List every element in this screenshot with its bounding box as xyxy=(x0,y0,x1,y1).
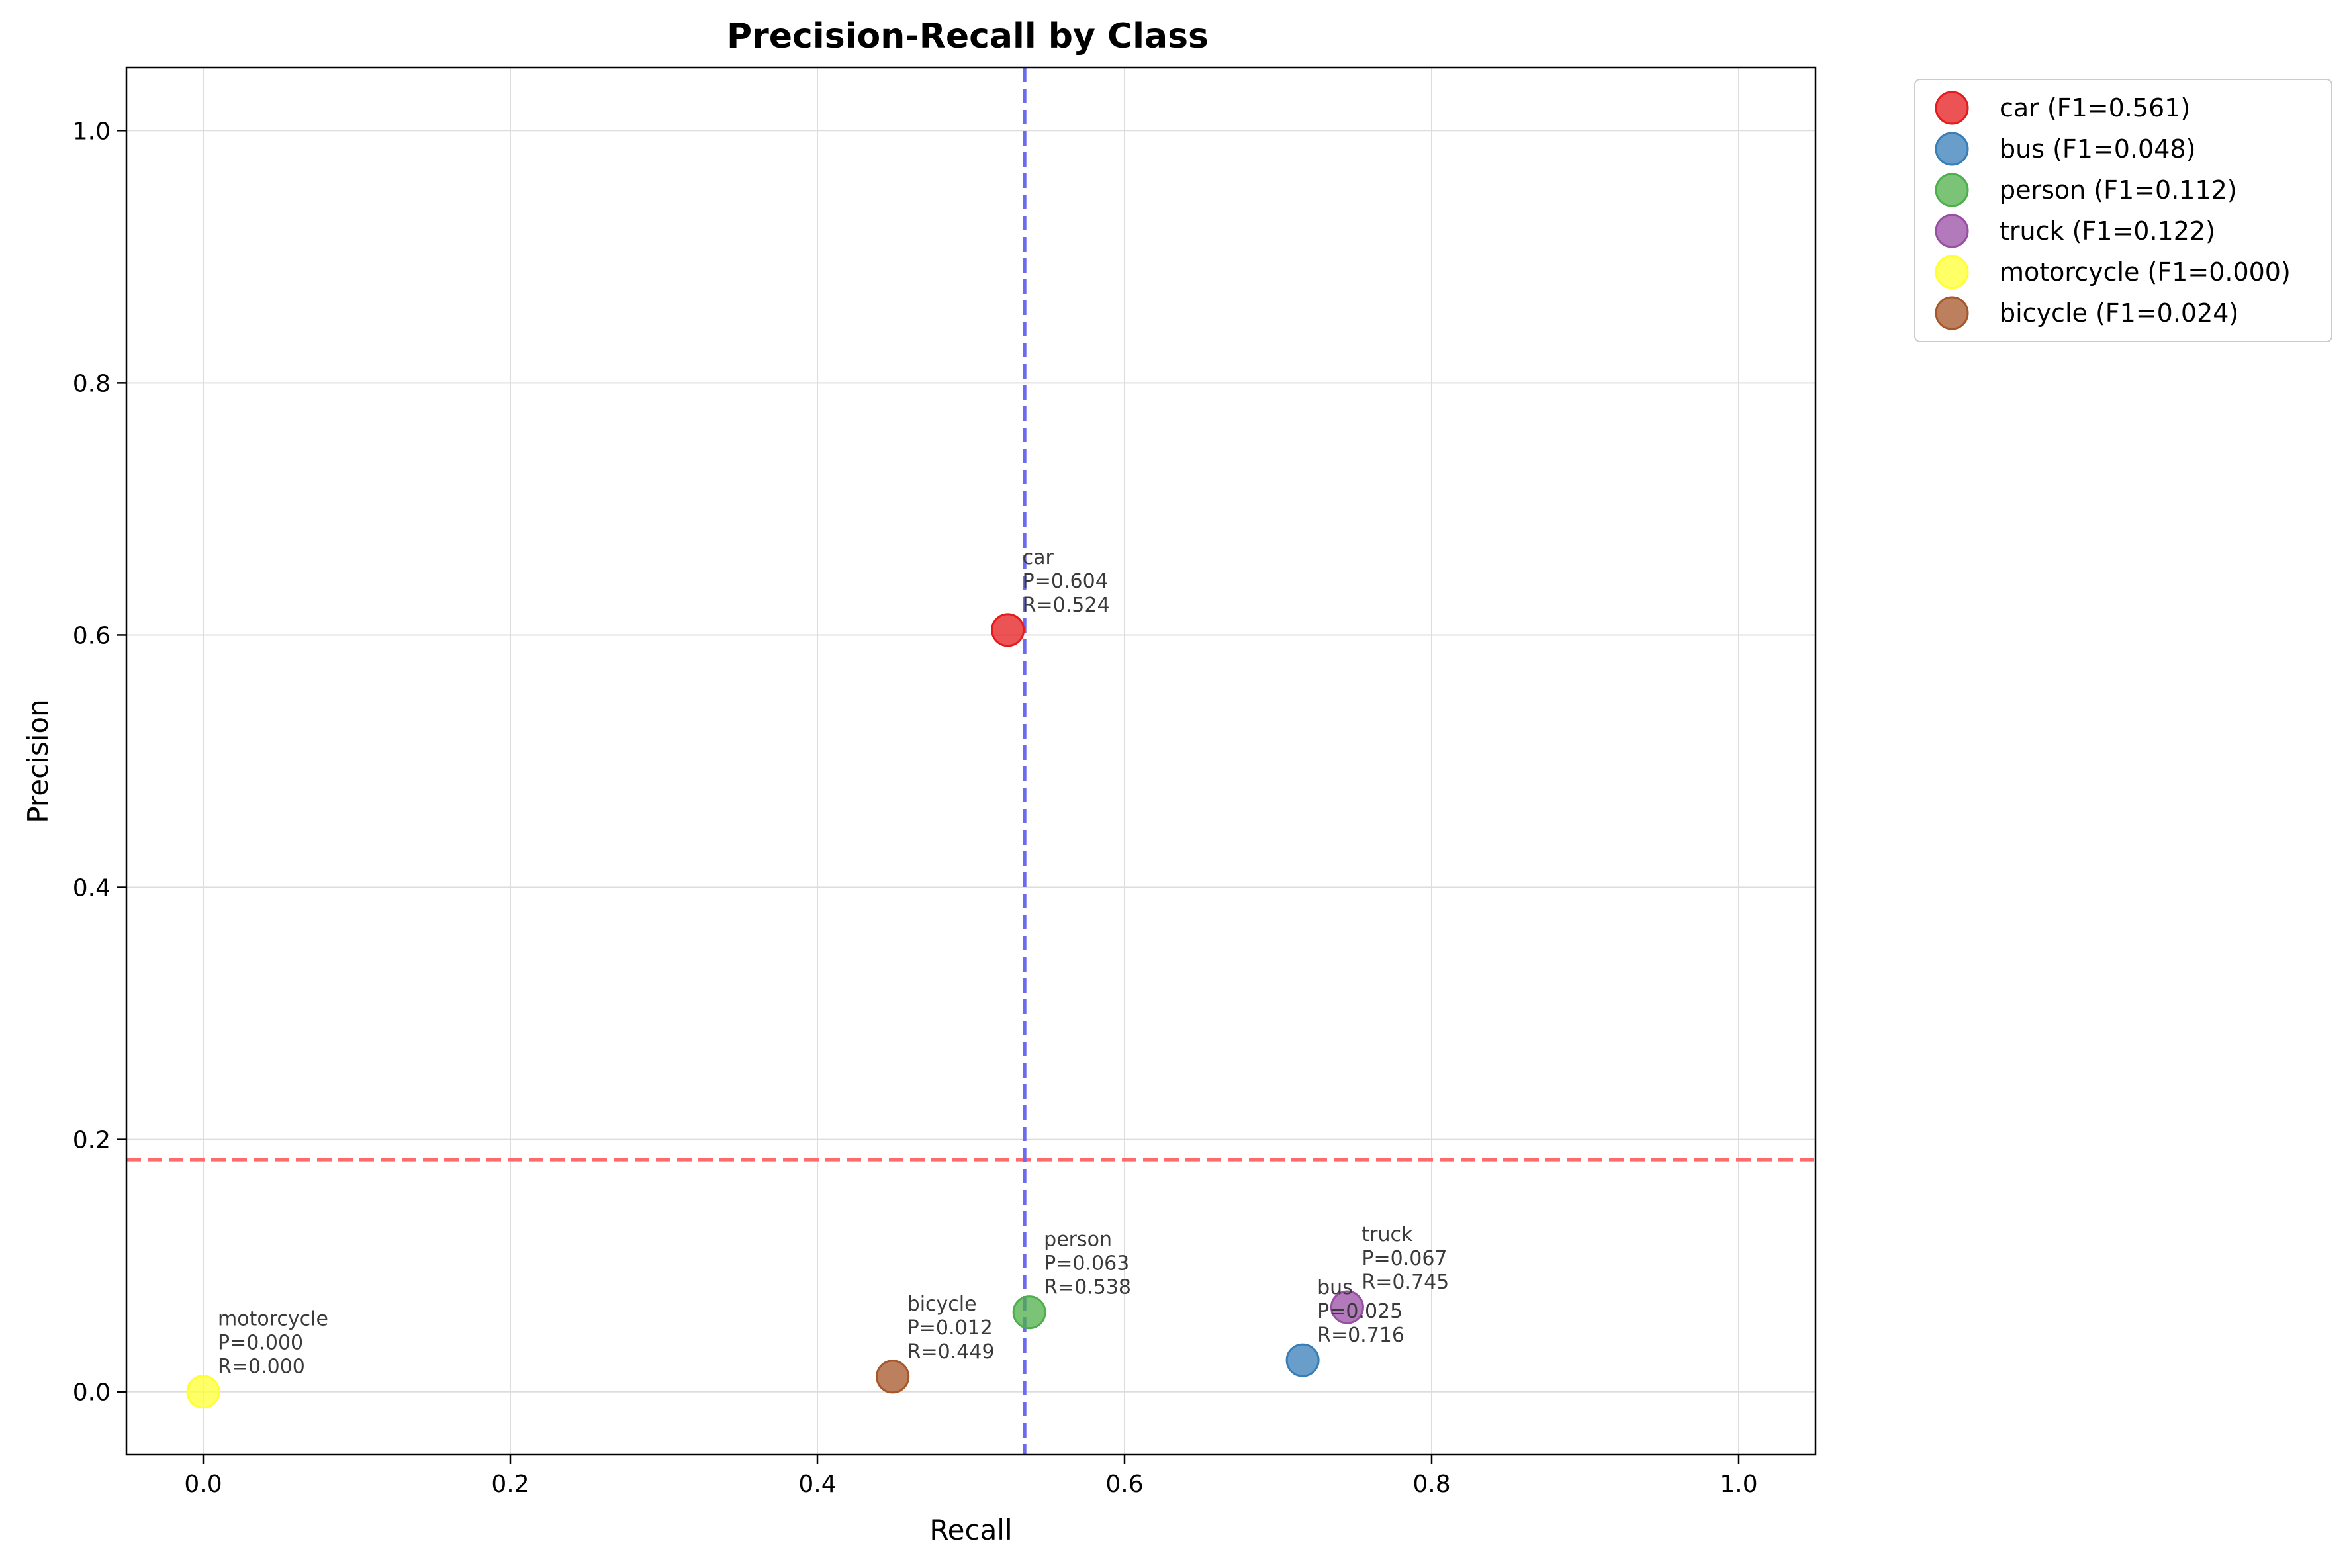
legend-marker xyxy=(1935,214,1969,248)
reference-lines xyxy=(126,68,1816,1455)
data-points xyxy=(186,613,1364,1409)
y-tick-label: 0.0 xyxy=(73,1379,111,1407)
grid xyxy=(126,68,1816,1455)
legend-entry-label: motorcycle (F1=0.000) xyxy=(2000,257,2291,287)
y-tick-label: 0.6 xyxy=(73,622,111,649)
point-annotation-line: P=0.025 xyxy=(1317,1300,1403,1323)
point-annotation-line: car xyxy=(1023,546,1054,569)
x-tick-label: 1.0 xyxy=(1720,1471,1757,1498)
point-annotation-line: R=0.716 xyxy=(1317,1324,1405,1347)
data-point xyxy=(991,613,1025,647)
point-annotation-line: R=0.745 xyxy=(1361,1271,1449,1294)
legend-box xyxy=(1914,79,2332,342)
y-tick-label: 0.2 xyxy=(73,1127,111,1154)
legend-marker xyxy=(1935,132,1969,166)
data-point xyxy=(1330,1290,1364,1324)
data-point xyxy=(186,1375,220,1409)
data-point xyxy=(1012,1295,1046,1330)
legend-marker xyxy=(1935,91,1969,125)
point-annotation-line: P=0.012 xyxy=(907,1316,993,1340)
point-annotation-line: bicycle xyxy=(907,1293,977,1316)
point-annotation-line: P=0.000 xyxy=(218,1332,303,1355)
x-axis-label: Recall xyxy=(929,1514,1012,1546)
x-tick-label: 0.6 xyxy=(1105,1471,1143,1498)
legend-entry-label: bus (F1=0.048) xyxy=(2000,134,2195,163)
legend-marker xyxy=(1935,296,1969,330)
x-tick-label: 0.8 xyxy=(1412,1471,1450,1498)
point-annotation-line: R=0.524 xyxy=(1023,594,1110,617)
legend-marker xyxy=(1935,173,1969,207)
legend-entry-label: car (F1=0.561) xyxy=(2000,93,2190,122)
plot-frame xyxy=(125,66,1817,1456)
legend-entry-label: person (F1=0.112) xyxy=(2000,175,2237,205)
data-point xyxy=(1285,1343,1320,1377)
y-tick-label: 1.0 xyxy=(73,118,111,145)
point-annotation-line: bus xyxy=(1317,1276,1353,1299)
x-tick-label: 0.4 xyxy=(798,1471,836,1498)
chart-title: Precision-Recall by Class xyxy=(727,17,1209,56)
legend-entry-label: truck (F1=0.122) xyxy=(2000,216,2215,246)
x-tick-label: 0.0 xyxy=(184,1471,222,1498)
data-point xyxy=(876,1360,910,1394)
point-annotation-line: P=0.063 xyxy=(1044,1252,1129,1275)
point-annotation-line: R=0.538 xyxy=(1044,1276,1131,1299)
point-annotation-line: P=0.067 xyxy=(1361,1247,1447,1270)
point-annotation-line: R=0.000 xyxy=(218,1356,305,1379)
point-annotation-line: person xyxy=(1044,1228,1112,1252)
legend: car (F1=0.561) bus (F1=0.048) person (F1=0… xyxy=(1914,79,2332,342)
point-annotation-line: P=0.604 xyxy=(1023,570,1108,593)
y-tick-label: 0.8 xyxy=(73,370,111,397)
point-annotation-line: motorcycle xyxy=(218,1308,328,1331)
legend-marker xyxy=(1935,255,1969,289)
axis-ticks: 0.0 0.2 0.4 0.6 0.8 1.0 0.0 0.2 0.4 0.6 0.8 1.0 xyxy=(73,118,1758,1498)
legend-entry-label: bicycle (F1=0.024) xyxy=(2000,299,2238,328)
point-annotation-line: truck xyxy=(1361,1223,1413,1246)
x-tick-label: 0.2 xyxy=(491,1471,529,1498)
point-annotation-line: R=0.449 xyxy=(907,1340,995,1363)
y-axis-label: Precision xyxy=(22,699,54,823)
y-tick-label: 0.4 xyxy=(73,875,111,902)
